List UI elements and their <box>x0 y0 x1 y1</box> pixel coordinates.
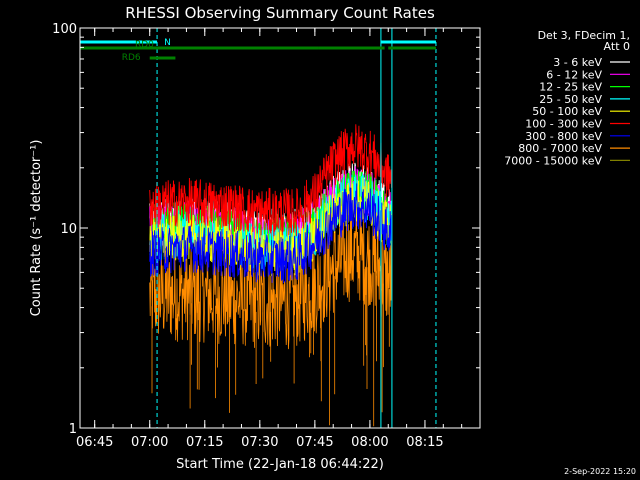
legend-header: Att 0 <box>604 40 630 53</box>
series-line <box>149 183 392 284</box>
chart-title: RHESSI Observing Summary Count Rates <box>125 4 435 22</box>
series-dropouts <box>151 266 390 427</box>
x-tick-label: 07:30 <box>241 435 278 450</box>
series-group <box>149 209 392 427</box>
series-line <box>149 124 392 237</box>
y-tick-label: 1 <box>69 422 77 437</box>
rd-marker-label: RD6 <box>122 53 141 63</box>
generated-timestamp: 2-Sep-2022 15:20 <box>564 467 636 476</box>
y-tick-label: 100 <box>52 22 77 37</box>
x-tick-label: 07:45 <box>296 435 333 450</box>
legend-entry-label: 25 - 50 keV <box>539 93 602 106</box>
legend-entry-label: 800 - 7000 keV <box>518 142 602 155</box>
axis-layer: 06:45 07:00 07:15 07:30 07:45 08:00 08:15 1 10 10… <box>52 22 481 450</box>
x-tick-label: 07:00 <box>131 435 168 450</box>
marker-layer: N RD0 RD6 <box>79 28 437 428</box>
series-group <box>149 183 392 284</box>
legend-entry-label: 6 - 12 keV <box>546 68 602 81</box>
legend-entry-label: 12 - 25 keV <box>539 81 602 94</box>
x-tick-label: 06:45 <box>76 435 113 450</box>
series-group <box>149 124 392 237</box>
legend-header: Det 3, FDecim 1, <box>538 29 630 42</box>
y-tick-label: 10 <box>60 222 77 237</box>
series-line <box>149 209 392 350</box>
series-layer <box>149 124 392 427</box>
x-tick-label: 08:00 <box>351 435 388 450</box>
legend-entry-label: 7000 - 15000 keV <box>504 154 602 167</box>
rd-marker-label: RD0 <box>135 40 154 50</box>
x-tick-label: 07:15 <box>186 435 223 450</box>
legend-entry-label: 3 - 6 keV <box>553 56 602 69</box>
x-tick-label: 08:15 <box>406 435 443 450</box>
night-marker-label: N <box>164 38 171 48</box>
x-axis-label: Start Time (22-Jan-18 06:44:22) <box>176 457 384 472</box>
legend-entry-label: 100 - 300 keV <box>525 118 602 131</box>
legend-entry-label: 300 - 800 keV <box>525 130 602 143</box>
legend-entry-label: 50 - 100 keV <box>532 105 602 118</box>
y-axis-label: Count Rate (s⁻¹ detector⁻¹) <box>29 140 44 317</box>
